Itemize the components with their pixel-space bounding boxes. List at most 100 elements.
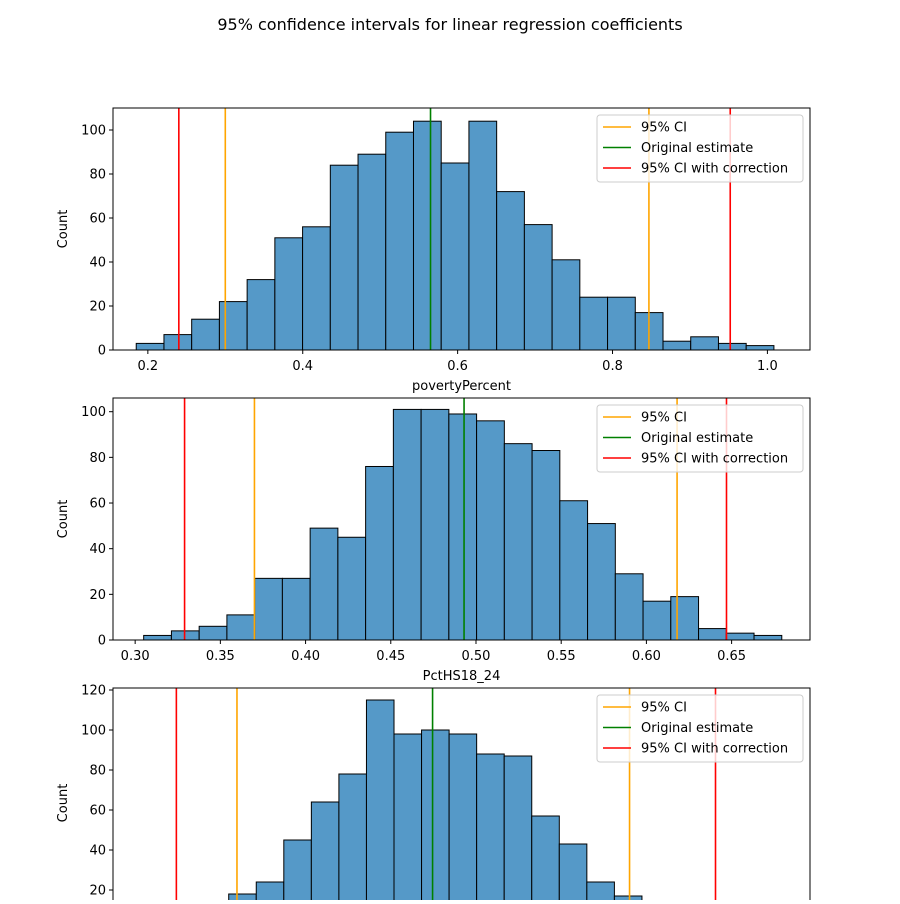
histogram-bar: [613, 895, 643, 904]
histogram-bar: [393, 733, 423, 904]
histogram-bar: [198, 625, 228, 640]
x-axis-label: PctHS18_24: [423, 669, 501, 684]
histogram-bar: [531, 450, 561, 640]
histogram-bar: [283, 839, 312, 904]
y-tick-label: 40: [89, 844, 106, 859]
histogram-bar: [274, 237, 304, 350]
histogram-bar: [503, 755, 533, 904]
histogram-bar: [523, 224, 553, 350]
legend-box: [596, 694, 804, 763]
legend-label: 95% CI with correction: [641, 452, 788, 467]
x-tick-label: 0.50: [462, 649, 491, 664]
x-tick-label: 1.0: [757, 359, 778, 374]
subplot-1: 0 20 40 60 80 100 0.2 0.4 0.6 0.8 1.0 povertyPercen…: [56, 107, 811, 394]
histogram-bar: [586, 881, 615, 904]
histogram-bar: [753, 634, 783, 640]
plot-area: [143, 398, 783, 640]
y-axis-label: Count: [56, 500, 71, 539]
histogram-bar: [662, 340, 692, 350]
histogram-bar: [698, 628, 727, 640]
histogram-bar: [496, 191, 525, 350]
legend-label: Original estimate: [641, 141, 753, 156]
histogram-bar: [690, 336, 719, 350]
x-axis-label: povertyPercent: [412, 379, 511, 394]
subplot-2: 0 20 40 60 80 100 0.30 0.35 0.40 0.45 0.50 0.55 0.60…: [56, 397, 811, 684]
legend: 95% CI Original estimate 95% CI with corre…: [596, 404, 804, 473]
legend-label: 95% CI: [641, 121, 687, 136]
y-tick-label: 60: [89, 804, 106, 819]
histogram-bar: [143, 634, 172, 640]
histogram-bar: [365, 465, 394, 640]
legend-label: 95% CI with correction: [641, 742, 788, 757]
legend: 95% CI Original estimate 95% CI with corre…: [596, 694, 804, 763]
histogram-bar: [163, 334, 193, 350]
axes-frame: [112, 687, 811, 904]
histogram-bar: [717, 342, 747, 350]
histogram-bar: [310, 801, 340, 904]
x-tick-label: 0.2: [138, 359, 159, 374]
x-tick-label: 0.35: [206, 649, 235, 664]
histogram-bar: [440, 162, 470, 350]
y-tick-label: 80: [89, 168, 106, 183]
histogram-bar: [385, 131, 414, 350]
histogram-bar: [302, 226, 331, 350]
legend-label: Original estimate: [641, 721, 753, 736]
legend-box: [596, 114, 804, 183]
histogram-bar: [558, 843, 588, 904]
histogram-bar: [329, 164, 359, 350]
x-tick-label: 0.6: [447, 359, 468, 374]
histogram-bar: [309, 527, 339, 640]
histogram-bar: [337, 536, 367, 640]
histogram-bar: [503, 443, 533, 640]
y-axis-label: Count: [56, 784, 71, 823]
legend-box: [596, 404, 804, 473]
histogram-bar: [551, 259, 581, 350]
legend-label: 95% CI: [641, 701, 687, 716]
y-tick-label: 40: [89, 542, 106, 557]
x-tick-label: 0.65: [717, 649, 746, 664]
legend-label: Original estimate: [641, 431, 753, 446]
histogram-bar: [357, 153, 387, 350]
histogram-bar: [559, 500, 589, 640]
y-tick-label: 0: [98, 634, 106, 649]
y-axis-label: Count: [56, 210, 71, 249]
histogram-bar: [531, 815, 560, 904]
legend: 95% CI Original estimate 95% CI with corre…: [596, 114, 804, 183]
histogram-bar: [725, 632, 755, 640]
histogram-bar: [392, 408, 422, 640]
histogram-bar: [246, 279, 276, 350]
x-tick-label: 0.45: [376, 649, 405, 664]
x-tick-label: 0.60: [632, 649, 661, 664]
axes-frame: [112, 107, 811, 351]
histogram-bar: [607, 296, 636, 350]
figure-title: 95% confidence intervals for linear regr…: [217, 15, 683, 34]
histogram-bar: [587, 523, 616, 640]
y-tick-label: 0: [98, 344, 106, 359]
histogram-bar: [745, 345, 775, 350]
y-tick-label: 100: [81, 124, 106, 139]
histogram-bar: [218, 301, 248, 350]
y-tick-label: 40: [89, 256, 106, 271]
histogram-bar: [614, 573, 644, 640]
histogram-bar: [135, 342, 165, 350]
legend-label: 95% CI: [641, 411, 687, 426]
y-tick-label: 60: [89, 212, 106, 227]
histogram-bar: [420, 408, 450, 640]
histogram-bar: [476, 753, 505, 904]
histogram-bar: [228, 893, 257, 904]
histogram-bar: [338, 773, 367, 904]
y-tick-label: 20: [89, 300, 106, 315]
histogram-bar: [412, 120, 442, 350]
x-tick-label: 0.8: [602, 359, 623, 374]
histogram-bar: [468, 120, 498, 350]
y-tick-label: 20: [89, 884, 106, 899]
histogram-bar: [421, 729, 450, 904]
histogram-bar: [448, 413, 478, 640]
x-tick-label: 0.30: [121, 649, 150, 664]
histogram-bar: [476, 420, 505, 640]
x-tick-label: 0.40: [291, 649, 320, 664]
y-tick-label: 20: [89, 588, 106, 603]
histogram-bar: [579, 296, 609, 350]
histogram-bar: [255, 881, 285, 904]
